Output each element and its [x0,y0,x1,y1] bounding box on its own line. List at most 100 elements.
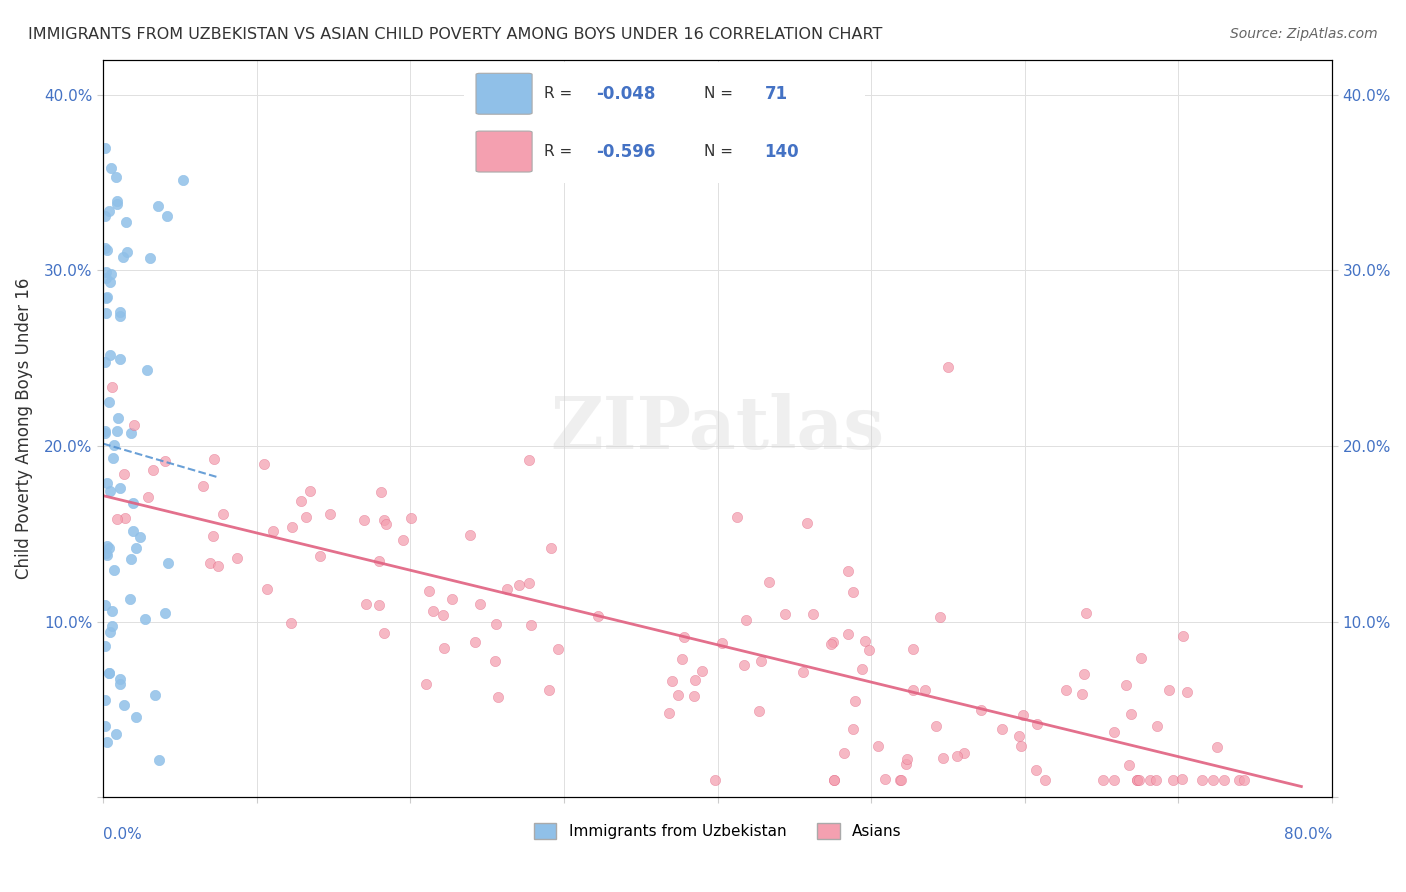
Text: -0.596: -0.596 [596,143,655,161]
Point [1139,772,1161,787]
Point [98,541,121,555]
Point [842,584,865,599]
Point [98,348,121,362]
Point [1206,740,1229,755]
Point [139,251,162,265]
FancyBboxPatch shape [477,131,531,172]
Point [96,243,118,257]
Point [1054,683,1077,698]
Point [373,626,395,640]
Point [1104,725,1126,739]
Point [801,607,824,622]
Point [96,291,118,305]
Point [970,703,993,717]
Point [136,363,159,377]
Point [1126,772,1149,787]
Point [1191,772,1213,787]
Point [112,698,135,712]
Point [1175,685,1198,699]
Point [148,753,170,767]
Text: N =: N = [704,87,738,102]
Point [120,551,142,566]
FancyBboxPatch shape [456,60,873,186]
Point [110,352,132,367]
Point [97,203,120,218]
Point [1144,772,1167,787]
Point [851,662,873,676]
Point [1146,719,1168,733]
Point [666,688,689,702]
Point [821,635,844,649]
Point [991,723,1014,737]
Point [93,425,115,440]
Point [464,635,486,649]
Point [367,598,389,612]
Point [703,772,725,787]
Point [98,483,121,498]
Point [903,682,925,697]
Point [901,641,924,656]
Point [129,530,152,544]
Point [547,641,569,656]
Point [1227,772,1250,787]
Point [105,512,128,526]
Point [1076,606,1098,620]
Point [142,462,165,476]
Point [868,739,890,753]
Point [319,507,342,521]
Point [823,772,845,787]
Point [94,640,117,654]
Point [105,194,128,208]
Point [925,719,948,733]
Point [586,608,609,623]
FancyBboxPatch shape [477,73,531,114]
Point [93,241,115,255]
Point [661,674,683,689]
Point [671,652,693,666]
Point [93,141,115,155]
Point [468,598,491,612]
Point [112,467,135,481]
Point [309,549,332,563]
Point [1104,772,1126,787]
Point [122,496,145,510]
Point [370,484,392,499]
Point [98,394,121,409]
Point [517,576,540,591]
Point [103,563,125,577]
Point [890,772,912,787]
Text: R =: R = [544,144,578,159]
Point [508,577,530,591]
Point [844,694,866,708]
Point [143,688,166,702]
Point [672,630,695,644]
Point [202,529,225,543]
Point [832,746,855,760]
Point [281,520,304,534]
Point [1171,772,1194,786]
Point [207,558,229,573]
Point [94,271,117,285]
Point [110,305,132,319]
Point [1157,682,1180,697]
Point [399,511,422,525]
Point [93,692,115,706]
Point [1071,688,1094,702]
Point [96,546,118,560]
Point [537,683,560,698]
Point [496,582,519,597]
Point [298,483,321,498]
Point [458,528,481,542]
Point [105,197,128,211]
Point [93,424,115,438]
Point [105,727,128,741]
Point [758,575,780,590]
Point [96,539,118,553]
Point [946,748,969,763]
Point [112,251,135,265]
Point [1126,772,1149,787]
Point [792,665,814,679]
Point [1115,678,1137,692]
Point [658,706,681,720]
Point [1129,651,1152,665]
